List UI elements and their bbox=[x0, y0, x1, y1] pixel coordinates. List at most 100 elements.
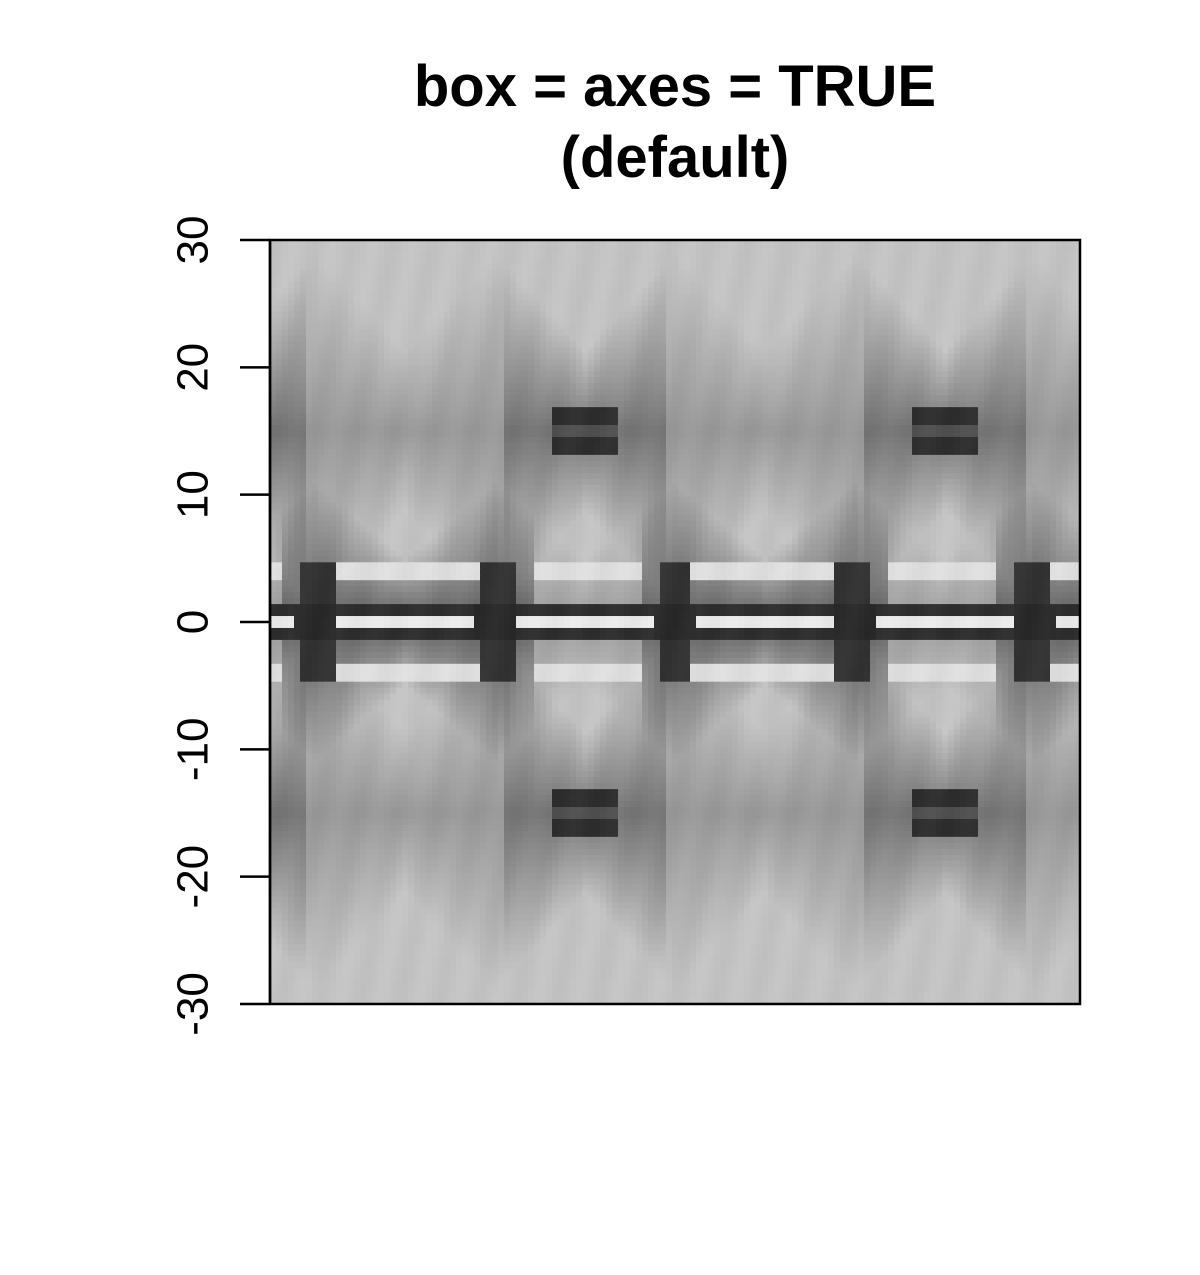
heatmap-cell bbox=[306, 395, 313, 402]
heatmap-cell bbox=[402, 311, 409, 319]
heatmap-cell bbox=[582, 413, 589, 420]
heatmap-cell bbox=[744, 245, 751, 253]
heatmap-cell bbox=[402, 436, 409, 444]
heatmap-cell bbox=[900, 454, 907, 462]
heatmap-cell bbox=[552, 454, 559, 462]
heatmap-cell bbox=[774, 299, 781, 307]
heatmap-cell bbox=[918, 311, 925, 319]
heatmap-cell bbox=[792, 323, 799, 331]
heatmap-cell bbox=[300, 371, 307, 378]
heatmap-cell bbox=[924, 317, 931, 325]
heatmap-cell bbox=[930, 448, 937, 456]
heatmap-cell bbox=[816, 353, 823, 360]
heatmap-cell bbox=[570, 401, 577, 408]
heatmap-cell bbox=[744, 442, 751, 450]
heatmap-cell bbox=[510, 251, 517, 259]
heatmap-cell bbox=[984, 454, 991, 462]
heatmap-cell bbox=[738, 323, 745, 331]
heatmap-cell bbox=[846, 240, 853, 247]
heatmap-cell bbox=[1014, 317, 1021, 325]
heatmap-cell bbox=[594, 275, 601, 283]
heatmap-cell bbox=[324, 454, 331, 462]
heatmap-cell bbox=[690, 323, 697, 331]
heatmap-cell bbox=[354, 395, 361, 402]
heatmap-cell bbox=[822, 329, 829, 337]
heatmap-cell bbox=[858, 353, 865, 360]
heatmap-cell bbox=[504, 323, 511, 331]
heatmap-cell bbox=[276, 347, 283, 355]
heatmap-cell bbox=[480, 323, 487, 331]
heatmap-cell bbox=[456, 353, 463, 360]
heatmap-cell bbox=[888, 377, 895, 384]
heatmap-cell bbox=[282, 419, 289, 426]
heatmap-cell bbox=[486, 317, 493, 325]
heatmap-cell bbox=[432, 299, 439, 307]
heatmap-cell bbox=[294, 269, 301, 277]
heatmap-cell bbox=[816, 383, 823, 390]
heatmap-cell bbox=[432, 383, 439, 390]
heatmap-cell bbox=[276, 317, 283, 325]
heatmap-cell bbox=[618, 317, 625, 325]
heatmap-cell bbox=[558, 389, 565, 396]
heatmap-cell bbox=[792, 407, 799, 414]
heatmap-cell bbox=[510, 293, 517, 301]
heatmap-cell bbox=[294, 299, 301, 307]
heatmap-cell bbox=[1038, 371, 1045, 378]
heatmap-cell bbox=[804, 377, 811, 384]
heatmap-cell bbox=[798, 365, 805, 372]
heatmap-cell bbox=[450, 425, 457, 432]
heatmap-cell bbox=[528, 448, 535, 456]
heatmap-cell bbox=[330, 413, 337, 420]
heatmap-cell bbox=[1002, 329, 1009, 337]
heatmap-cell bbox=[1050, 413, 1057, 420]
heatmap-cell bbox=[498, 275, 505, 283]
heatmap-cell bbox=[534, 323, 541, 331]
heatmap-cell bbox=[474, 377, 481, 384]
heatmap-cell bbox=[948, 365, 955, 372]
heatmap-cell bbox=[1020, 389, 1027, 396]
heatmap-cell bbox=[312, 311, 319, 319]
heatmap-cell bbox=[888, 425, 895, 432]
heatmap-cell bbox=[954, 341, 961, 349]
heatmap-cell bbox=[648, 275, 655, 283]
heatmap-cell bbox=[528, 365, 535, 372]
heatmap-cell bbox=[360, 407, 367, 414]
heatmap-cell bbox=[552, 436, 559, 444]
heatmap-cell bbox=[372, 275, 379, 283]
heatmap-cell bbox=[768, 454, 775, 462]
heatmap-cell bbox=[1074, 395, 1081, 402]
heatmap-cell bbox=[1068, 389, 1075, 396]
heatmap-cell bbox=[354, 240, 361, 247]
heatmap-cell bbox=[1008, 353, 1015, 360]
heatmap-cell bbox=[600, 281, 607, 289]
heatmap-cell bbox=[966, 407, 973, 414]
heatmap-cell bbox=[900, 353, 907, 360]
heatmap-cell bbox=[906, 275, 913, 283]
heatmap-cell bbox=[924, 401, 931, 408]
heatmap-cell bbox=[948, 257, 955, 265]
heatmap-cell bbox=[462, 287, 469, 295]
heatmap-cell bbox=[660, 436, 667, 444]
heatmap-cell bbox=[498, 377, 505, 384]
heatmap-cell bbox=[858, 377, 865, 384]
heatmap-cell bbox=[828, 311, 835, 319]
heatmap-cell bbox=[1002, 419, 1009, 426]
heatmap-cell bbox=[1044, 436, 1051, 444]
heatmap-cell bbox=[888, 436, 895, 444]
heatmap-cell bbox=[426, 389, 433, 396]
heatmap-cell bbox=[966, 263, 973, 271]
heatmap-cell bbox=[882, 425, 889, 432]
heatmap-cell bbox=[780, 311, 787, 319]
heatmap-cell bbox=[582, 377, 589, 384]
heatmap-cell bbox=[966, 341, 973, 349]
heatmap-cell bbox=[438, 383, 445, 390]
heatmap-cell bbox=[660, 395, 667, 402]
heatmap-cell bbox=[588, 305, 595, 313]
heatmap-cell bbox=[912, 263, 919, 271]
heatmap-cell bbox=[324, 425, 331, 432]
heatmap-cell bbox=[450, 317, 457, 325]
heatmap-cell bbox=[732, 431, 739, 438]
heatmap-cell bbox=[792, 377, 799, 384]
heatmap-cell bbox=[888, 341, 895, 349]
heatmap-cell bbox=[732, 240, 739, 247]
